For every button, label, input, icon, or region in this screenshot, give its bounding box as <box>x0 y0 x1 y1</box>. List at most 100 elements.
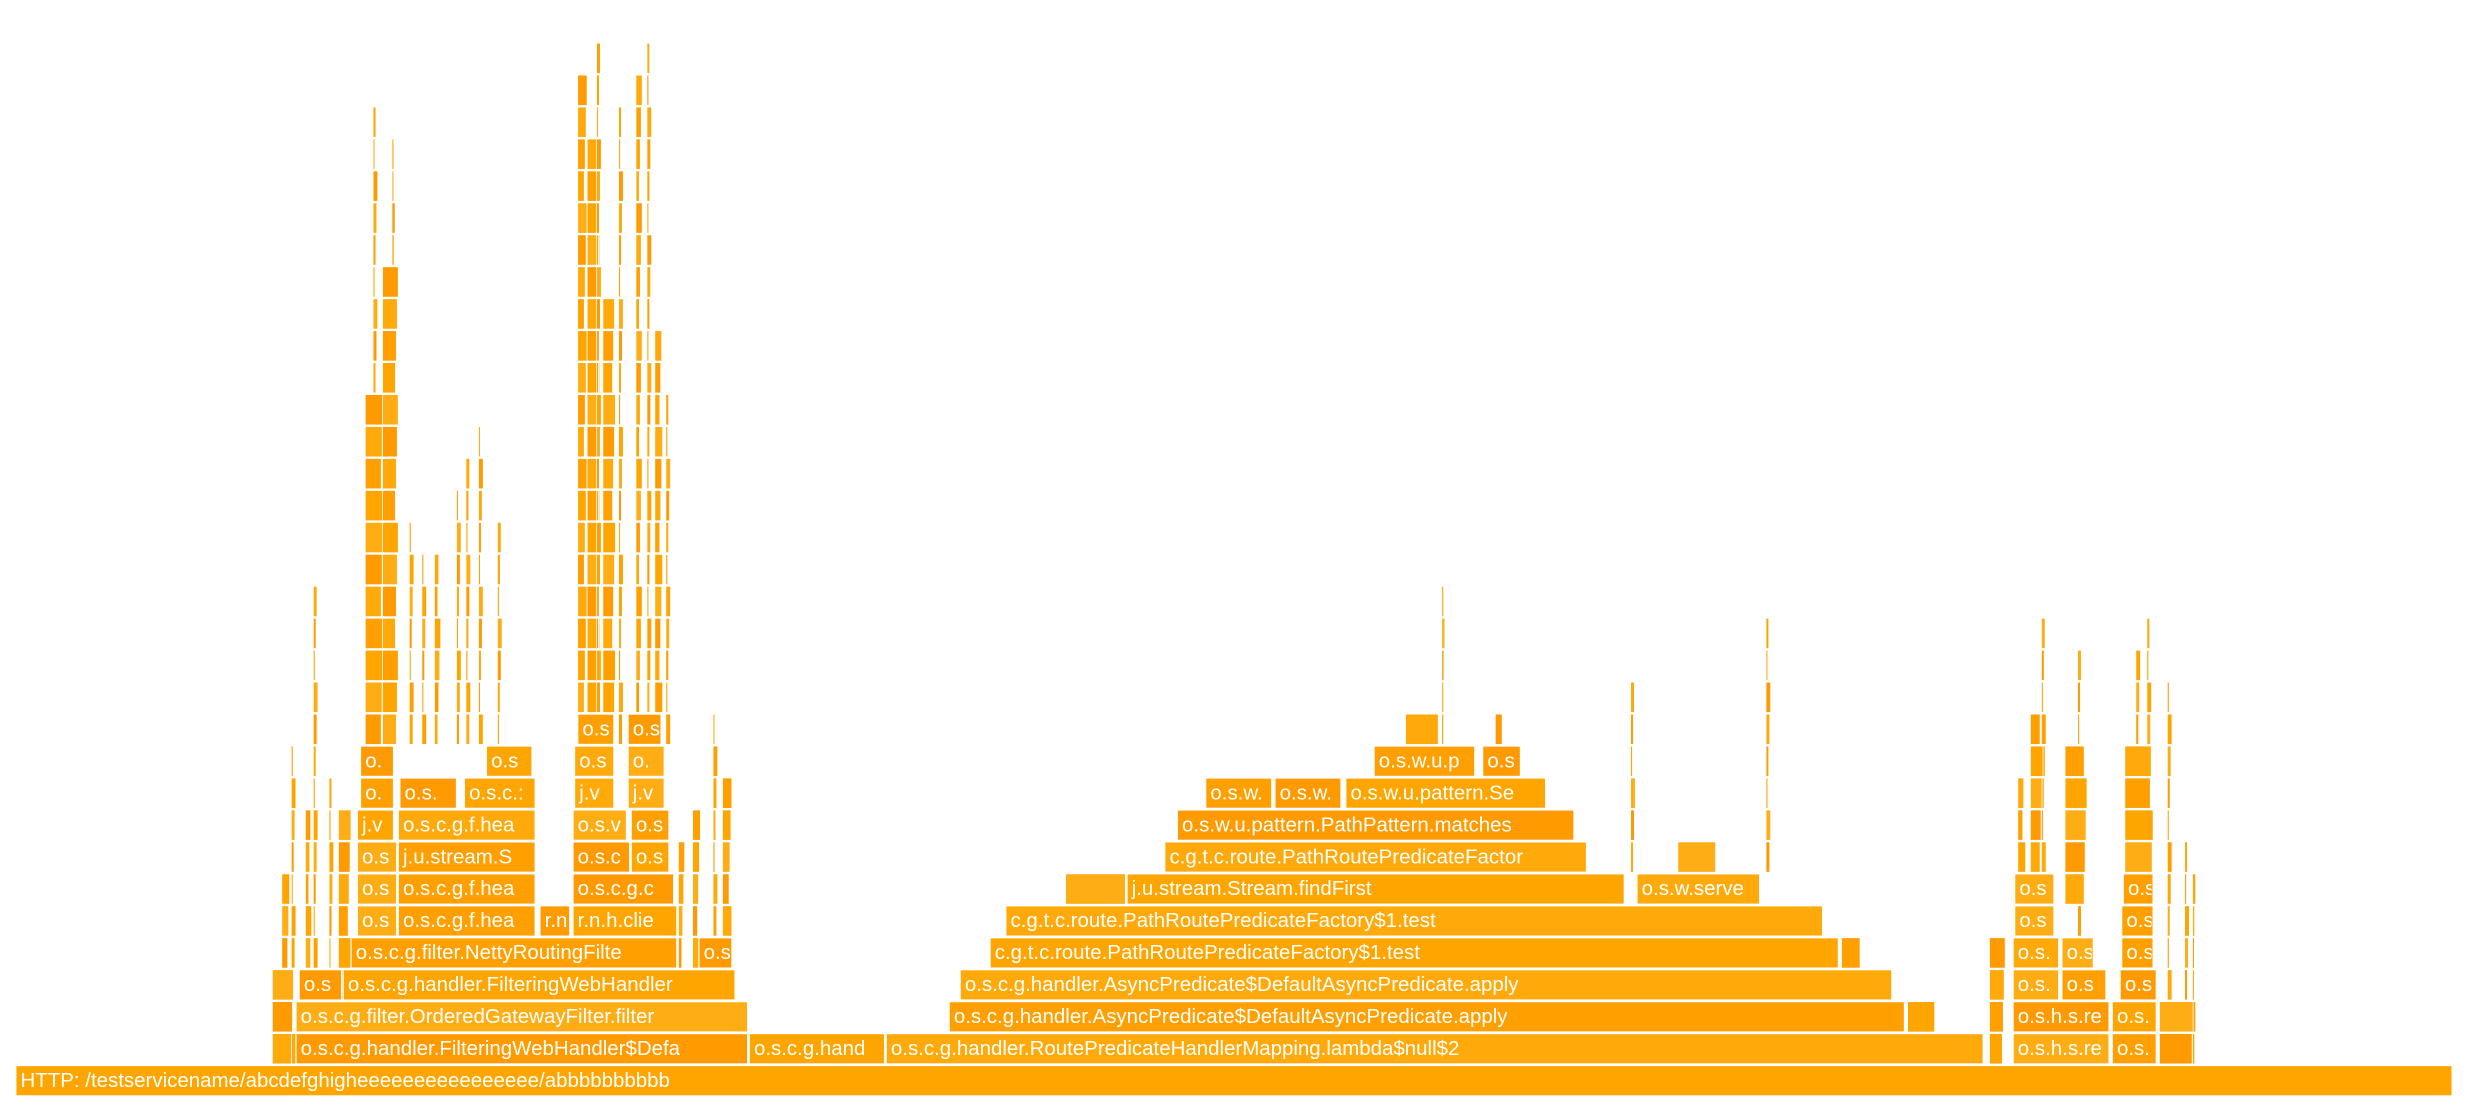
frame <box>596 202 600 234</box>
stack-frame[interactable]: o.s <box>1482 745 1522 778</box>
stack-frame[interactable]: o.s <box>2122 873 2155 905</box>
frame-label: o.s <box>362 877 389 900</box>
stack-frame[interactable]: c.g.t.c.route.PathRoutePredicateFactor <box>1164 841 1588 873</box>
stack-frame[interactable]: o.s.c.g.handler.FilteringWebHandler <box>342 969 736 1001</box>
stack-frame[interactable]: o.s.w. <box>1274 777 1342 809</box>
stack-frame[interactable]: r.n.h.clie <box>572 905 678 937</box>
frame <box>712 777 718 809</box>
frame <box>577 458 588 490</box>
frame <box>665 394 670 426</box>
stack-frame[interactable]: o.s <box>627 713 662 746</box>
frame <box>382 458 397 490</box>
frame-box <box>572 809 628 841</box>
frame <box>391 138 395 170</box>
frame <box>312 873 317 905</box>
frame-label: c.g.t.c.route.PathRoutePredicateFactory$… <box>995 941 1421 964</box>
stack-frame[interactable]: o.s. <box>2012 937 2060 969</box>
stack-frame[interactable]: o.s <box>630 841 670 873</box>
stack-frame[interactable]: HTTP: /testservicename/abcdefghigheeeeee… <box>15 1064 2453 1097</box>
stack-frame[interactable]: o.s <box>2014 873 2055 905</box>
stack-frame[interactable]: o.s.c.g.f.hea <box>397 905 536 937</box>
stack-frame[interactable]: o.s. <box>2111 1000 2157 1033</box>
stack-frame[interactable]: o.s <box>485 745 533 778</box>
stack-frame[interactable]: o.s.c.g.hand <box>748 1032 886 1065</box>
stack-frame[interactable]: o.s <box>2119 969 2157 1001</box>
frame <box>618 553 624 586</box>
stack-frame[interactable]: o.s <box>356 905 398 937</box>
stack-frame[interactable]: o.s.c.g.filter.OrderedGatewayFilter.filt… <box>295 1000 749 1033</box>
stack-frame[interactable]: o.s.w.serve <box>1636 873 1761 905</box>
stack-frame[interactable]: o.s <box>356 873 398 905</box>
stack-frame[interactable]: j.v <box>573 777 615 809</box>
frame <box>338 809 352 841</box>
stack-frame[interactable]: o.s <box>577 713 615 746</box>
frame <box>2159 1033 2193 1065</box>
stack-frame[interactable]: o.s.w.u.pattern.PathPattern.matches <box>1176 809 1575 841</box>
frame <box>678 905 684 937</box>
stack-frame[interactable]: o.s <box>573 745 615 778</box>
frame <box>2192 873 2197 905</box>
stack-frame[interactable]: o.s.c.g.c <box>572 873 675 905</box>
stack-frame[interactable]: o.s <box>698 937 733 969</box>
stack-frame[interactable]: o.s. <box>2012 969 2060 1001</box>
stack-frame[interactable]: o.s <box>2121 937 2154 969</box>
frame-label: o.s.c.g.handler.AsyncPredicate$DefaultAs… <box>965 973 1519 996</box>
frame <box>2029 841 2041 873</box>
stack-frame[interactable]: o.s <box>630 809 670 841</box>
stack-frame[interactable]: o.s.c.g.handler.RoutePredicateHandlerMap… <box>885 1032 1984 1065</box>
frame <box>408 521 412 554</box>
frame <box>2166 777 2171 809</box>
stack-frame[interactable]: j.u.stream.Stream.findFirst <box>1126 873 1625 905</box>
stack-frame[interactable]: j.u.stream.S <box>397 841 536 873</box>
stack-frame[interactable]: o.s <box>2061 937 2094 969</box>
stack-frame[interactable]: o.s.w.u.p <box>1373 745 1476 778</box>
stack-frame[interactable]: j.v <box>627 777 665 809</box>
stack-frame[interactable]: o.s <box>2014 905 2055 937</box>
stack-frame[interactable]: c.g.t.c.route.PathRoutePredicateFactory$… <box>989 937 1840 969</box>
stack-frame[interactable]: o.s.c.g.handler.FilteringWebHandler$Defa <box>295 1032 749 1065</box>
frame-label: o. <box>633 749 650 772</box>
stack-frame[interactable]: o.s. <box>399 777 458 809</box>
stack-frame[interactable]: j.v <box>356 809 395 841</box>
stack-frame[interactable]: o. <box>359 777 395 809</box>
stack-frame[interactable]: o.s.w. <box>1205 777 1273 809</box>
frame <box>1841 937 1861 969</box>
frame <box>596 362 599 394</box>
stack-frame[interactable]: o.s <box>2061 969 2107 1001</box>
stack-frame[interactable]: o.s.c <box>572 841 631 873</box>
stack-frame[interactable]: o.s <box>2121 905 2154 937</box>
frame <box>618 394 621 426</box>
stack-frame[interactable]: o.s.c.g.handler.AsyncPredicate$DefaultAs… <box>959 969 1893 1001</box>
stack-frame[interactable]: o.s.c.g.f.hea <box>397 873 536 905</box>
frame <box>654 521 661 554</box>
frame <box>712 905 718 937</box>
stack-frame[interactable]: o.s <box>298 969 343 1001</box>
stack-frame[interactable]: o.s. <box>2111 1032 2157 1065</box>
frame <box>312 937 319 969</box>
frame <box>1989 1001 2004 1033</box>
stack-frame[interactable]: o.s.c.g.handler.AsyncPredicate$DefaultAs… <box>948 1000 1906 1033</box>
stack-frame[interactable]: o.s.h.s.re <box>2012 1000 2110 1033</box>
frame <box>408 617 413 649</box>
stack-frame[interactable]: o.s.c.g.filter.NettyRoutingFilte <box>350 937 678 969</box>
stack-frame[interactable]: o.s.w.u.pattern.Se <box>1345 777 1547 809</box>
stack-frame[interactable]: c.g.t.c.route.PathRoutePredicateFactory$… <box>1005 905 1824 937</box>
frame <box>2077 681 2081 713</box>
frame <box>618 330 623 362</box>
frame <box>305 809 312 841</box>
stack-frame[interactable]: o.s.v <box>572 809 628 841</box>
frame <box>364 426 383 458</box>
stack-frame[interactable]: r.n <box>539 905 571 937</box>
stack-frame[interactable]: o. <box>359 745 395 778</box>
frame <box>602 681 615 713</box>
stack-frame[interactable]: o.s.c.: <box>463 777 536 809</box>
stack-frame[interactable]: o. <box>627 745 665 778</box>
frame <box>618 426 624 458</box>
frame <box>692 841 700 873</box>
frame-box <box>885 1032 1984 1065</box>
stack-frame[interactable]: o.s.c.g.f.hea <box>397 809 536 841</box>
frame <box>382 585 397 618</box>
stack-frame[interactable]: o.s <box>356 841 398 873</box>
stack-frame[interactable]: o.s.h.s.re <box>2012 1032 2110 1065</box>
frame <box>1630 713 1634 745</box>
